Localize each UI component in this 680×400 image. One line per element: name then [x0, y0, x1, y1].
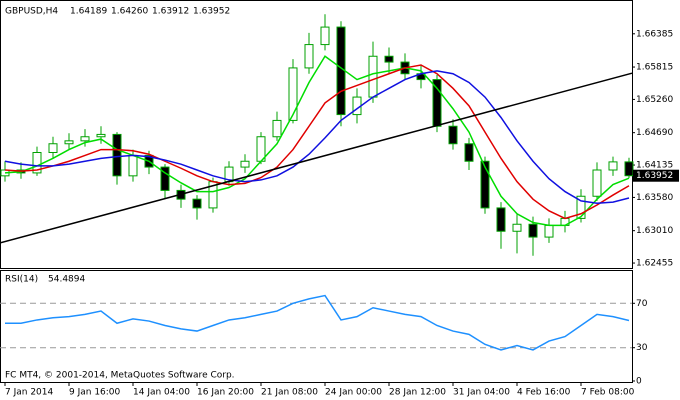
- x-tick-label: 7 Jan 2014: [5, 388, 53, 398]
- x-tick-label: 4 Feb 16:00: [517, 388, 571, 398]
- candle-body: [320, 26, 330, 46]
- y-tick-label: 1.65815: [636, 63, 673, 73]
- rsi-value: 54.4894: [48, 275, 85, 285]
- candle-body: [480, 160, 490, 209]
- x-tick-label: 9 Jan 16:00: [69, 388, 121, 398]
- candle-body: [608, 161, 618, 171]
- quote-open: 1.64189: [70, 7, 107, 17]
- y-tick-label: 70: [636, 299, 648, 309]
- quote-close: 1.63952: [193, 7, 230, 17]
- candle-body: [592, 169, 602, 197]
- candle-body: [192, 198, 202, 209]
- y-tick-label: 1.64690: [636, 128, 673, 138]
- y-tick-label: 1.64135: [636, 161, 673, 171]
- candle-body: [624, 161, 634, 177]
- price-marker-label: 1.63952: [636, 171, 673, 181]
- candle-body: [288, 67, 298, 121]
- candle-body: [528, 223, 538, 238]
- y-tick-label: 1.63010: [636, 226, 673, 236]
- x-tick-label: 28 Jan 12:00: [389, 388, 446, 398]
- quote-high: 1.64260: [111, 7, 148, 17]
- indicator-line: [5, 294, 630, 351]
- y-tick-label: 1.65260: [636, 95, 673, 105]
- rsi-frame: [0, 270, 633, 383]
- candle-body: [32, 152, 42, 174]
- x-tick-label: 31 Jan 04:00: [453, 388, 510, 398]
- candle-body: [448, 125, 458, 145]
- x-tick-label: 21 Jan 08:00: [261, 388, 318, 398]
- candle-body: [576, 195, 586, 219]
- candle-body: [432, 79, 442, 127]
- price-frame: [0, 0, 633, 269]
- candle-body: [128, 154, 138, 177]
- indicator-line: [4, 55, 630, 227]
- candle-body: [48, 143, 58, 153]
- candle-body: [368, 55, 378, 98]
- x-tick-label: 24 Jan 00:00: [325, 388, 382, 398]
- candle-body: [64, 140, 74, 145]
- credit: FC MT4, © 2001-2014, MetaQuotes Software…: [5, 371, 235, 381]
- y-tick-label: 30: [636, 343, 648, 353]
- candle-body: [496, 207, 506, 232]
- candle-body: [464, 143, 474, 162]
- candle-body: [240, 160, 250, 168]
- indicator-line: [4, 70, 630, 205]
- candle-body: [80, 136, 90, 142]
- y-tick-label: 1.62455: [636, 259, 673, 269]
- candle-body: [112, 133, 122, 177]
- symbol-label: GBPUSD,H4: [5, 7, 58, 17]
- candle-body: [512, 223, 522, 232]
- y-tick-label: 1.66385: [636, 29, 673, 39]
- candle-body: [96, 133, 106, 138]
- trend-line: [0, 72, 633, 244]
- candle-body: [160, 166, 170, 191]
- y-tick-label: 1.63580: [636, 193, 673, 203]
- price-marker: [633, 169, 679, 182]
- candle-body: [544, 224, 554, 238]
- candle-body: [272, 119, 282, 138]
- quote-low: 1.63912: [152, 7, 189, 17]
- x-tick-label: 7 Feb 08:00: [581, 388, 635, 398]
- x-tick-label: 14 Jan 04:00: [133, 388, 190, 398]
- candle-body: [304, 44, 314, 69]
- y-tick-label: 0: [636, 377, 642, 387]
- indicator-line: [4, 64, 630, 220]
- rsi-title: RSI(14): [5, 275, 38, 285]
- candle-body: [384, 55, 394, 63]
- x-tick-label: 16 Jan 20:00: [197, 388, 254, 398]
